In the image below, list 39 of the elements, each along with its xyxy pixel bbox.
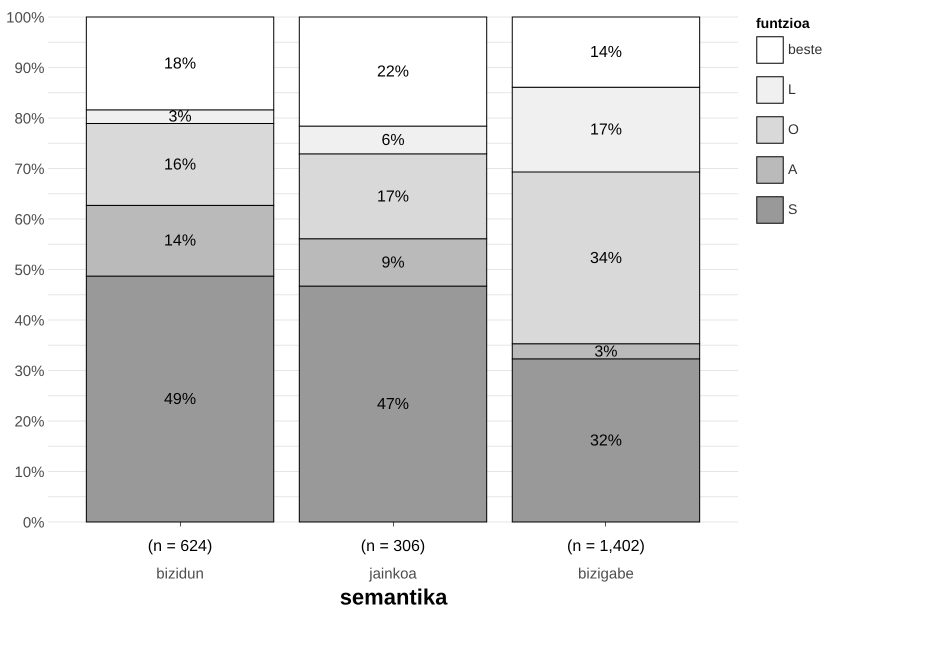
data-label: 3% [168, 108, 192, 126]
data-label: 6% [381, 132, 405, 149]
x-axis-title: semantika [340, 584, 448, 610]
data-label: 9% [381, 254, 405, 272]
data-label: 34% [590, 250, 622, 267]
data-label: 47% [376, 396, 410, 414]
annotation: (n = 1,402) [567, 538, 645, 555]
legend-title: funtzioa [756, 15, 810, 31]
data-label: 22% [376, 64, 410, 81]
data-label: 49% [164, 391, 196, 408]
data-label: 16% [164, 156, 196, 174]
y-tick-label: 60% [14, 212, 44, 228]
x-tick-label: bizidun [156, 566, 204, 582]
y-tick-label: 80% [14, 110, 44, 128]
legend-label: S [788, 201, 798, 217]
y-tick-label: 0% [22, 514, 44, 532]
x-tick-label: jainkoa [368, 566, 418, 582]
data-label: 17% [376, 188, 410, 206]
y-tick-label: 70% [14, 161, 44, 178]
y-tick-label: 40% [14, 312, 44, 330]
data-label: 3% [594, 343, 618, 360]
legend-label: L [788, 81, 796, 97]
data-label: 32% [590, 432, 622, 450]
y-tick-label: 50% [14, 262, 44, 279]
y-tick-label: 100% [6, 10, 44, 26]
annotation: (n = 306) [360, 538, 426, 555]
y-tick-label: 10% [14, 464, 44, 481]
y-tick-label: 90% [14, 60, 44, 77]
legend-label: beste [788, 41, 822, 57]
legend-label: A [788, 161, 798, 177]
y-tick-label: 30% [14, 363, 44, 380]
legend-label: O [788, 121, 799, 137]
data-label: 17% [590, 122, 622, 139]
annotation: (n = 624) [148, 538, 212, 555]
data-label: 14% [590, 44, 622, 62]
data-label: 18% [164, 55, 196, 72]
y-tick-label: 20% [14, 414, 44, 430]
x-tick-label: bizigabe [578, 566, 634, 582]
data-label: 14% [164, 232, 196, 250]
